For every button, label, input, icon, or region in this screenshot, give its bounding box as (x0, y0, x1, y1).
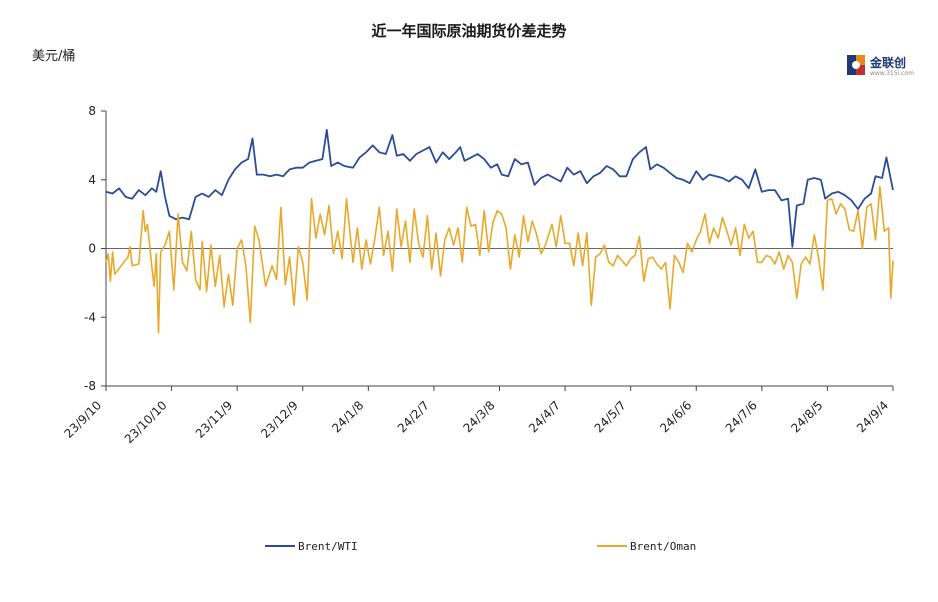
x-tick-label: 24/8/5 (788, 398, 825, 435)
brand-logo-wordmark: 金联创 (870, 56, 907, 70)
series-line-brent-oman (105, 185, 894, 334)
legend-label: Brent/WTI (298, 540, 358, 553)
x-tick-label: 24/1/8 (329, 398, 366, 435)
y-tick-label: 8 (88, 104, 96, 118)
y-tick-label: 0 (88, 242, 96, 256)
y-tick-label: -4 (84, 310, 96, 324)
legend-label: Brent/Oman (630, 540, 696, 553)
chart-legend: Brent/WTI Brent/Oman (265, 540, 696, 553)
x-tick-label: 24/3/8 (460, 398, 497, 435)
x-tick-label: 24/5/7 (592, 398, 629, 435)
y-axis-unit: 美元/桶 (32, 49, 76, 64)
x-tick-label: 24/2/7 (395, 398, 432, 435)
x-tick-label: 24/9/4 (854, 398, 891, 435)
y-tick-label: -8 (84, 379, 96, 393)
chart-axes: 8 4 0 -4 -8 23/9/10 23/10/10 23/11/9 23/12/9 24/1… (62, 104, 894, 446)
chart-title: 近一年国际原油期货价差走势 (371, 22, 567, 40)
y-tick-label: 4 (88, 173, 96, 187)
x-tick-label: 23/9/10 (62, 398, 105, 441)
chart-series-layer (105, 128, 894, 334)
x-tick-label: 23/12/9 (258, 398, 301, 441)
x-tick-label: 23/10/10 (122, 398, 170, 446)
series-line-brent-wti (105, 128, 894, 248)
x-tick-label: 24/6/6 (657, 398, 694, 435)
x-tick-label: 23/11/9 (193, 398, 236, 441)
brand-logo: 金联创 www.315i.com (846, 50, 916, 82)
x-tick-label: 24/7/6 (723, 398, 760, 435)
brand-logo-url: www.315i.com (870, 70, 914, 77)
brand-logo-icon (847, 55, 865, 75)
x-tick-label: 24/4/7 (526, 398, 563, 435)
